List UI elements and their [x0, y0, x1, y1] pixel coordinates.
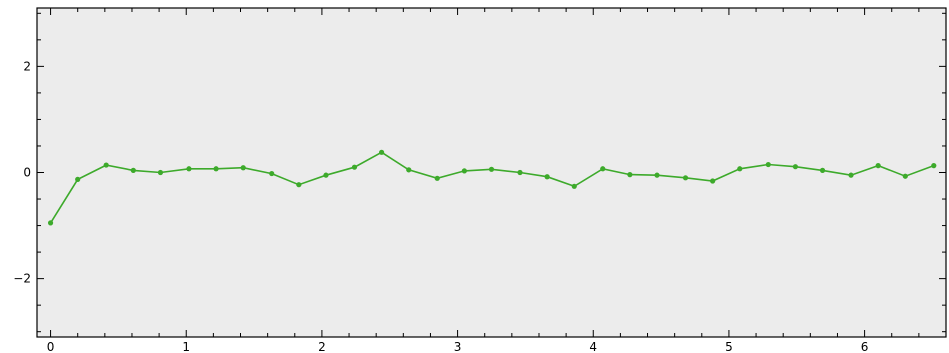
data-point [792, 164, 799, 170]
data-point [47, 220, 54, 226]
data-point [351, 164, 358, 170]
x-tick-label: 5 [725, 340, 733, 353]
y-tick-label: 2 [23, 59, 31, 73]
data-point [819, 167, 826, 173]
data-point [682, 175, 689, 181]
data-point [517, 169, 523, 176]
data-point [186, 166, 192, 172]
x-tick-label: 4 [589, 340, 597, 353]
x-tick-label: 2 [318, 340, 326, 353]
data-point [240, 165, 246, 171]
data-point [461, 168, 467, 174]
data-point [75, 176, 81, 182]
x-tick-label: 3 [454, 340, 462, 353]
data-point [737, 166, 743, 172]
y-tick-label: −2 [13, 272, 31, 286]
data-point [544, 174, 550, 180]
data-point [213, 166, 219, 172]
data-point [875, 163, 881, 169]
data-point [296, 182, 302, 188]
data-point [103, 162, 109, 168]
data-points [47, 149, 937, 226]
data-point [434, 175, 440, 181]
data-point [269, 170, 275, 177]
data-point [130, 167, 136, 173]
data-point [710, 178, 716, 184]
x-tick-label: 0 [47, 340, 55, 353]
y-tick-label: 0 [23, 166, 31, 180]
x-tick-label: 1 [182, 340, 190, 353]
plot-area [36, 7, 947, 338]
data-point [600, 166, 606, 172]
data-point [627, 172, 633, 178]
data-point [931, 163, 937, 169]
data-point [571, 183, 577, 189]
data-point [902, 173, 908, 179]
data-point [323, 172, 329, 178]
data-point [488, 166, 495, 172]
axis-ticks [37, 8, 947, 337]
data-point [157, 169, 164, 176]
data-point [848, 172, 854, 178]
tick-labels: 0 1 2 3 4 5 6 −2 0 2 [13, 59, 868, 353]
x-tick-label: 6 [861, 340, 869, 353]
data-point [379, 149, 385, 155]
data-point [406, 167, 412, 173]
data-point [765, 161, 771, 168]
data-point [654, 172, 660, 178]
